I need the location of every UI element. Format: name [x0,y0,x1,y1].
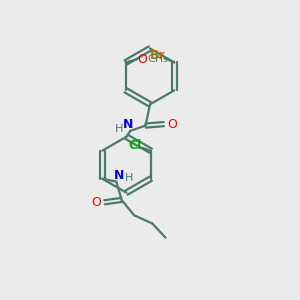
Text: H: H [115,124,123,134]
Text: O: O [167,118,177,130]
Text: H: H [124,173,133,183]
Text: N: N [123,118,133,131]
Text: CH₃: CH₃ [147,55,168,64]
Text: Cl: Cl [129,139,142,152]
Text: N: N [113,169,124,182]
Text: Br: Br [150,49,166,62]
Text: O: O [92,196,101,209]
Text: O: O [137,53,147,66]
